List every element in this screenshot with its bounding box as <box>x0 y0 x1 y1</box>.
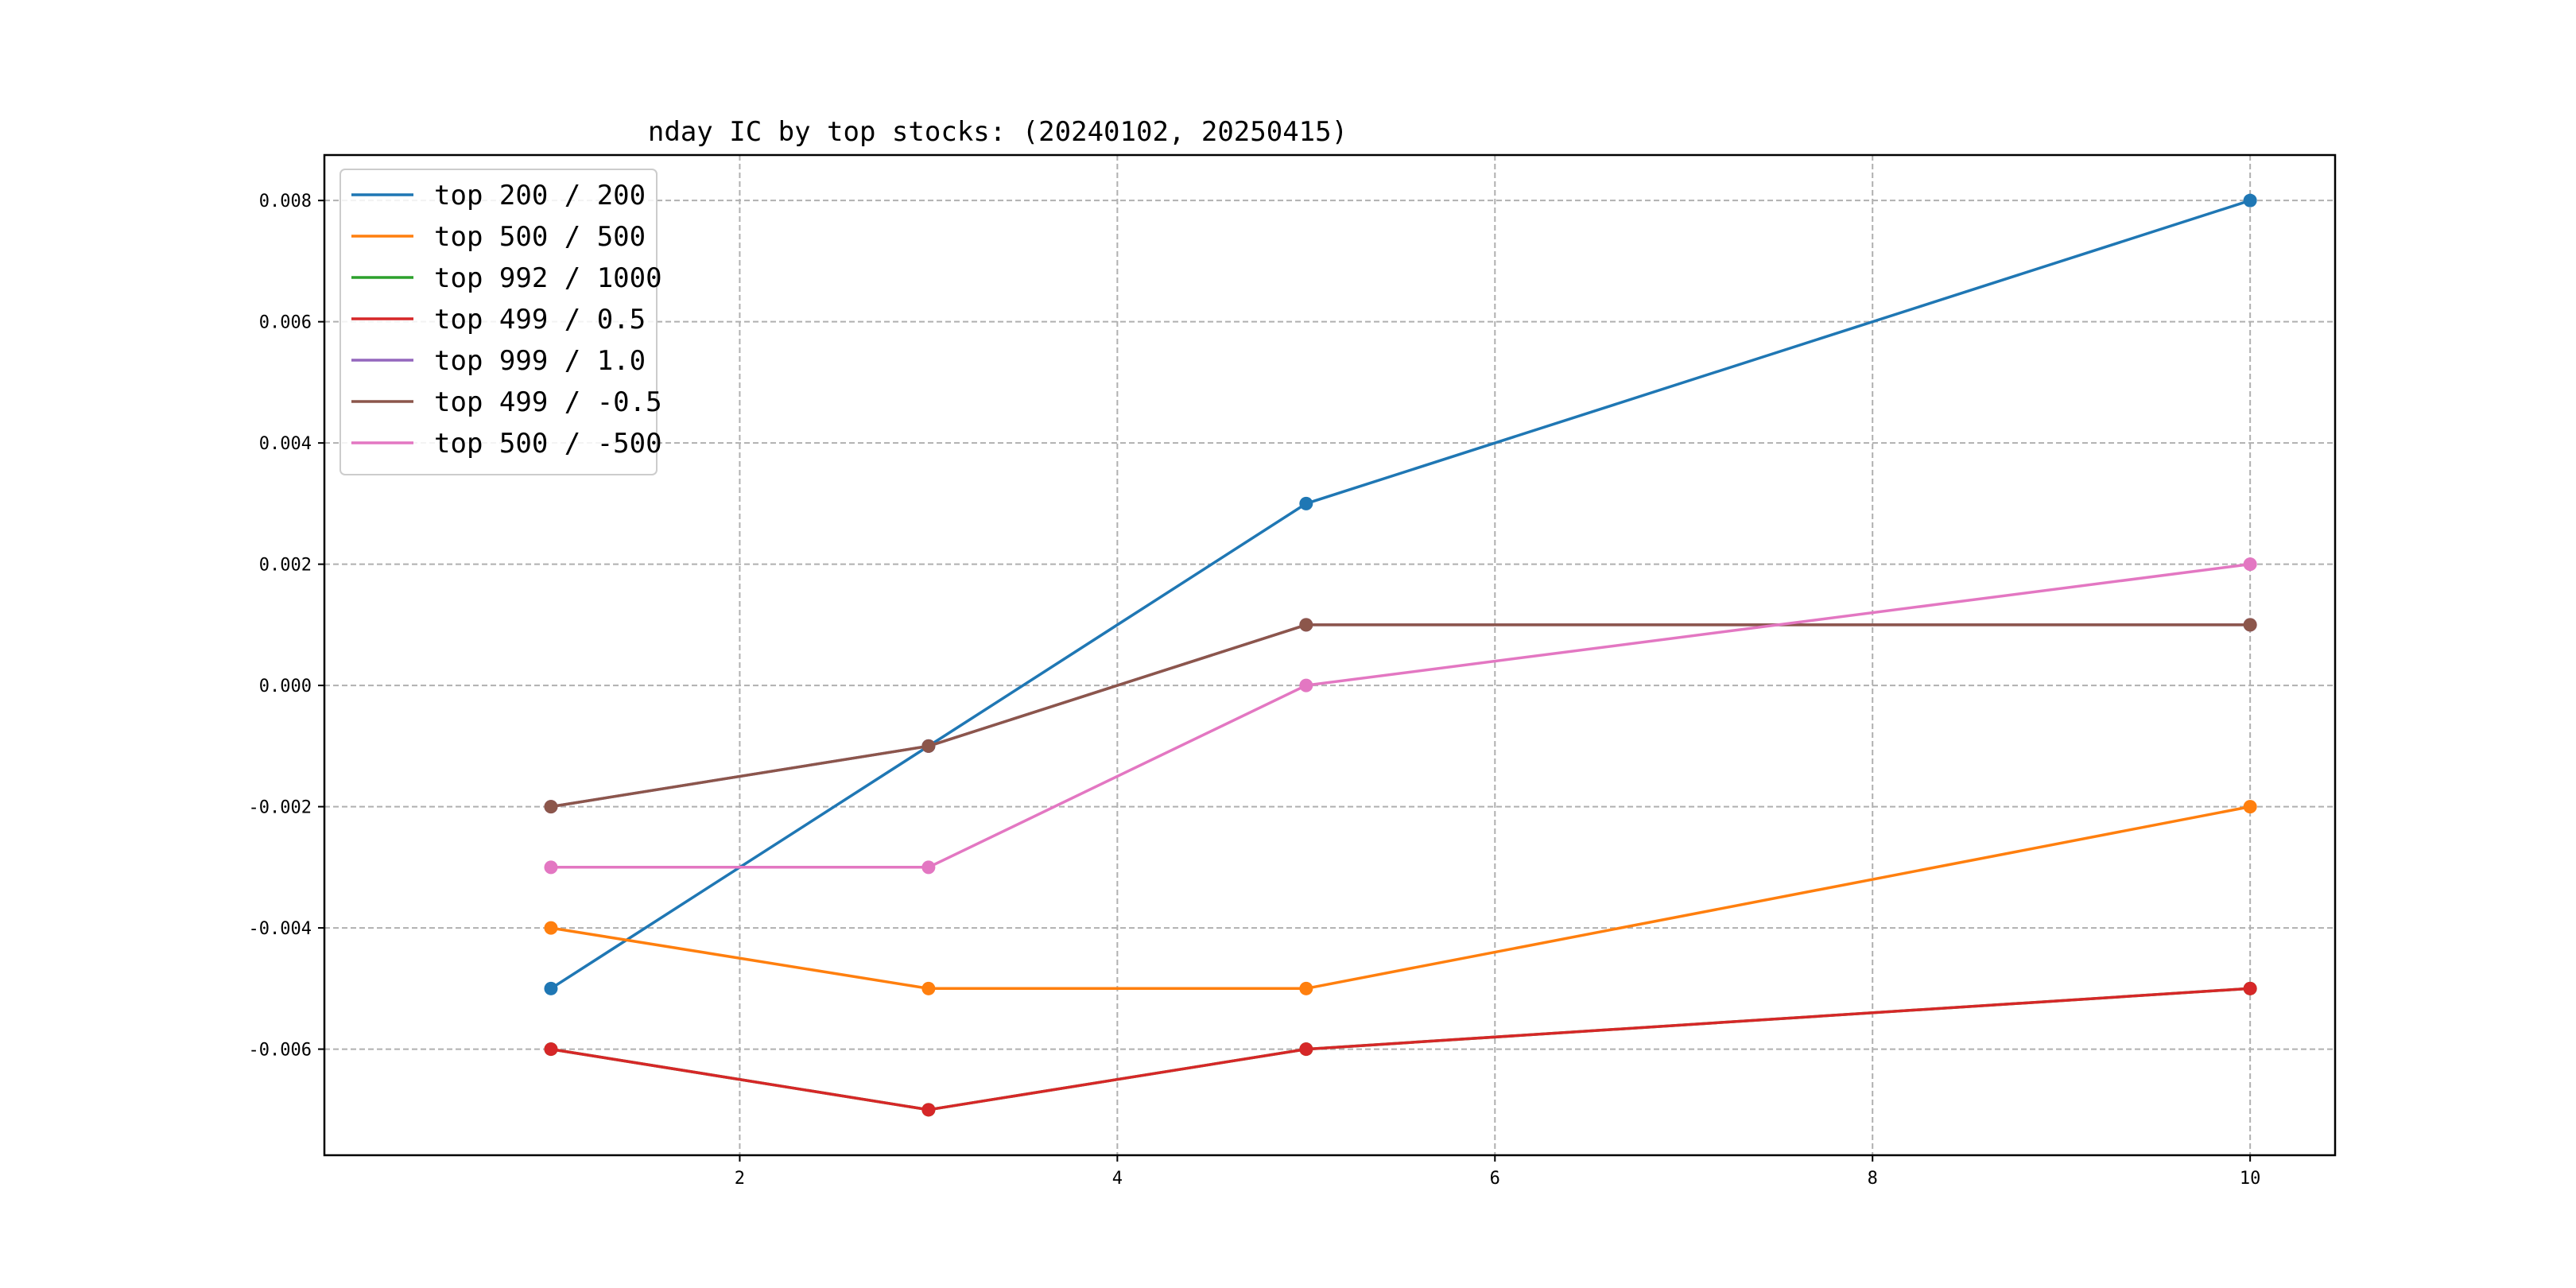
legend: top 200 / 200 top 500 / 500 top 992 / 1000… <box>339 169 662 475</box>
y-tick-label: 0.008 <box>259 192 312 211</box>
series-group <box>544 193 2257 1117</box>
legend-label: top 499 / -0.5 <box>434 386 662 418</box>
legend-label: top 999 / 1.0 <box>434 345 646 377</box>
data-point <box>544 860 558 875</box>
series-top-500-500 <box>544 800 2257 995</box>
y-tick-label: -0.006 <box>249 1041 312 1061</box>
x-tick-label: 2 <box>735 1169 745 1189</box>
series-line <box>551 562 2251 869</box>
series-top-200-200 <box>544 193 2257 995</box>
data-point <box>2243 557 2257 572</box>
legend-label: top 500 / 500 <box>434 221 646 253</box>
x-axis-ticks: 2 4 6 8 10 <box>735 1155 2261 1189</box>
data-point <box>1299 1042 1313 1057</box>
legend-label: top 992 / 1000 <box>434 262 662 294</box>
data-point <box>2243 193 2257 208</box>
y-tick-label: -0.002 <box>249 798 312 818</box>
series-top-500-500 <box>544 557 2257 875</box>
x-tick-label: 8 <box>1868 1169 1878 1189</box>
data-point <box>921 1103 936 1117</box>
data-point <box>1299 981 1313 995</box>
series-top-499-0-5 <box>544 981 2257 1117</box>
series-line <box>550 199 2251 990</box>
series-line <box>550 805 2251 991</box>
chart-title: nday IC by top stocks: (20240102, 202504… <box>648 116 1348 148</box>
data-point <box>1299 496 1313 510</box>
series-top-499-0-5 <box>544 618 2257 814</box>
series-top-999-1-0 <box>544 618 2257 814</box>
grid-lines <box>324 155 2335 1155</box>
data-point <box>544 981 558 995</box>
legend-box <box>339 169 658 475</box>
y-axis-ticks: -0.006 -0.004 -0.002 0.000 0.002 0.004 0.006 0.… <box>249 192 324 1061</box>
plot-area-frame <box>323 153 2337 1157</box>
y-tick-label: 0.006 <box>259 313 312 333</box>
data-point <box>2243 800 2257 814</box>
y-tick-label: 0.004 <box>259 434 312 454</box>
series-line <box>550 987 2251 1111</box>
data-point <box>544 1042 558 1057</box>
data-point <box>1299 618 1313 632</box>
x-tick-label: 4 <box>1112 1169 1123 1189</box>
data-point <box>2243 618 2257 632</box>
legend-label: top 200 / 200 <box>434 180 646 211</box>
y-tick-label: 0.002 <box>259 556 312 576</box>
series-line <box>550 623 2251 809</box>
data-point <box>1299 678 1313 692</box>
y-tick-label: -0.004 <box>249 919 312 939</box>
data-point <box>544 800 558 814</box>
data-point <box>544 921 558 935</box>
x-tick-label: 10 <box>2240 1169 2261 1189</box>
data-point <box>2243 981 2257 995</box>
data-point <box>921 739 936 753</box>
legend-label: top 500 / -500 <box>434 428 662 460</box>
data-point <box>921 860 936 875</box>
series-line <box>550 623 2251 809</box>
legend-label: top 499 / 0.5 <box>434 304 646 336</box>
data-point <box>921 981 936 995</box>
y-tick-label: 0.000 <box>259 677 312 696</box>
x-tick-label: 6 <box>1490 1169 1500 1189</box>
